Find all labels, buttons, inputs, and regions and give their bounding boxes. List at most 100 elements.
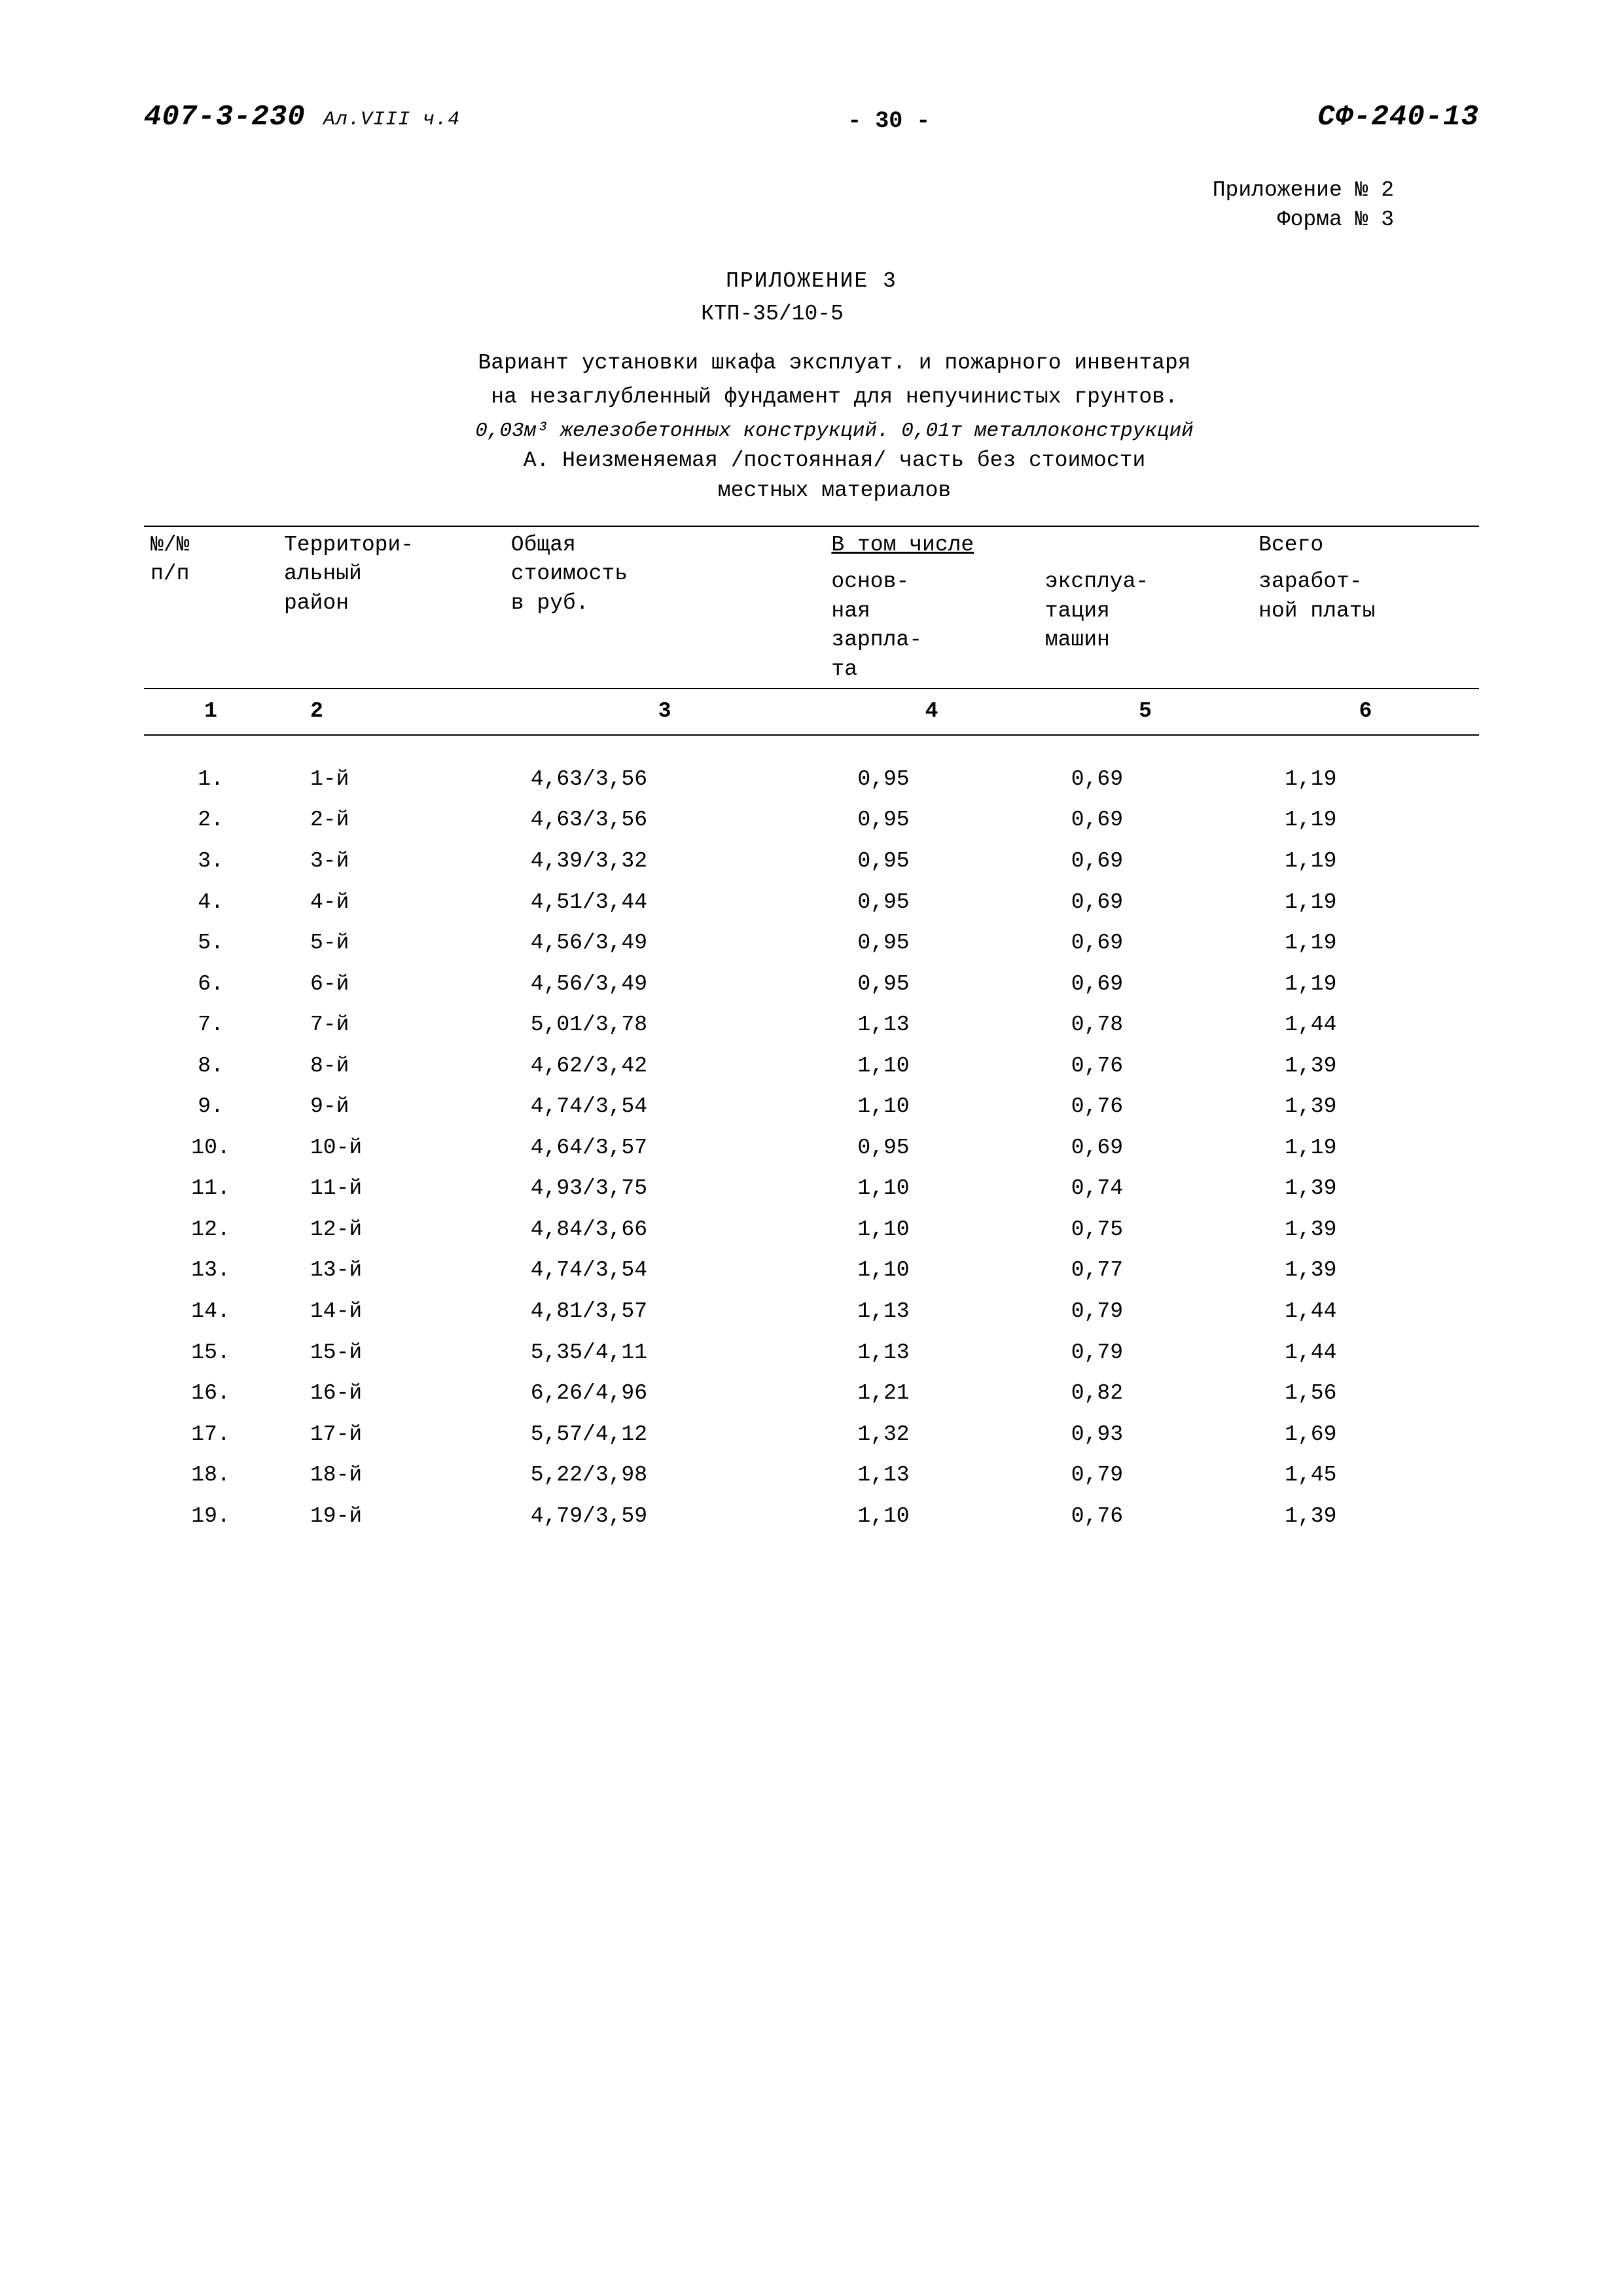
cell-machines: 0,76: [1039, 1086, 1252, 1128]
cell-total: 4,93/3,75: [505, 1168, 825, 1210]
cell-num: 17.: [144, 1414, 277, 1456]
description-line4: А. Неизменяемая /постоянная/ часть без с…: [209, 446, 1459, 476]
col-header-6-top: Всего: [1252, 526, 1479, 564]
cell-wages: 1,19: [1252, 841, 1479, 882]
cell-salary: 1,10: [825, 1086, 1038, 1128]
cell-total: 4,63/3,56: [505, 759, 825, 800]
doc-subcode: Ал.VIII ч.4: [323, 109, 460, 131]
cell-total: 5,57/4,12: [505, 1414, 825, 1456]
cell-num: 9.: [144, 1086, 277, 1128]
cell-total: 4,62/3,42: [505, 1046, 825, 1087]
cell-total: 5,01/3,78: [505, 1005, 825, 1046]
cell-total: 4,56/3,49: [505, 964, 825, 1005]
cell-total: 4,63/3,56: [505, 800, 825, 841]
cell-wages: 1,45: [1252, 1455, 1479, 1496]
cell-machines: 0,75: [1039, 1210, 1252, 1251]
col-header-2: Территори- альный район: [277, 526, 505, 689]
cell-num: 8.: [144, 1046, 277, 1087]
cell-num: 12.: [144, 1210, 277, 1251]
description-line3: 0,03м³ железобетонных конструкций. 0,01т…: [209, 418, 1459, 445]
cell-wages: 1,19: [1252, 800, 1479, 841]
cell-region: 18-й: [277, 1455, 505, 1496]
cell-salary: 0,95: [825, 759, 1038, 800]
cell-salary: 1,10: [825, 1496, 1038, 1537]
cell-region: 13-й: [277, 1250, 505, 1291]
cell-num: 1.: [144, 759, 277, 800]
cell-machines: 0,93: [1039, 1414, 1252, 1456]
cell-num: 5.: [144, 923, 277, 964]
table-row: 14.14-й4,81/3,571,130,791,44: [144, 1291, 1479, 1333]
table-row: 18.18-й5,22/3,981,130,791,45: [144, 1455, 1479, 1496]
cell-region: 5-й: [277, 923, 505, 964]
cell-salary: 0,95: [825, 1128, 1038, 1169]
table-row: 9.9-й4,74/3,541,100,761,39: [144, 1086, 1479, 1128]
table-container: №/№ п/п Территори- альный район Общая ст…: [144, 526, 1479, 1537]
cell-num: 13.: [144, 1250, 277, 1291]
cell-wages: 1,44: [1252, 1005, 1479, 1046]
cell-machines: 0,79: [1039, 1333, 1252, 1374]
cell-total: 4,81/3,57: [505, 1291, 825, 1333]
cell-salary: 1,10: [825, 1250, 1038, 1291]
column-number-row: 1 2 3 4 5 6: [144, 689, 1479, 735]
table-row: 10.10-й4,64/3,570,950,691,19: [144, 1128, 1479, 1169]
main-heading: ПРИЛОЖЕНИЕ 3: [144, 267, 1479, 296]
cell-num: 14.: [144, 1291, 277, 1333]
cell-total: 4,74/3,54: [505, 1086, 825, 1128]
doc-code: 407-3-230: [144, 101, 306, 134]
cell-wages: 1,39: [1252, 1046, 1479, 1087]
cell-region: 12-й: [277, 1210, 505, 1251]
ktp-code: КТП-35/10-5: [65, 300, 1479, 329]
cell-total: 4,56/3,49: [505, 923, 825, 964]
table-row: 11.11-й4,93/3,751,100,741,39: [144, 1168, 1479, 1210]
description-line2: на незаглубленный фундамент для непучини…: [209, 383, 1459, 412]
cell-num: 6.: [144, 964, 277, 1005]
cell-wages: 1,56: [1252, 1373, 1479, 1414]
cell-num: 16.: [144, 1373, 277, 1414]
cell-salary: 0,95: [825, 800, 1038, 841]
cell-salary: 0,95: [825, 882, 1038, 924]
cell-region: 2-й: [277, 800, 505, 841]
cell-machines: 0,69: [1039, 1128, 1252, 1169]
cell-region: 7-й: [277, 1005, 505, 1046]
cell-salary: 1,10: [825, 1210, 1038, 1251]
cell-salary: 1,32: [825, 1414, 1038, 1456]
col-header-group: В том числе: [825, 526, 1252, 564]
cell-region: 17-й: [277, 1414, 505, 1456]
cell-machines: 0,69: [1039, 923, 1252, 964]
cell-machines: 0,79: [1039, 1455, 1252, 1496]
cell-region: 19-й: [277, 1496, 505, 1537]
cell-region: 11-й: [277, 1168, 505, 1210]
col-header-4: основ- ная зарпла- та: [825, 564, 1038, 689]
table-row: 6.6-й4,56/3,490,950,691,19: [144, 964, 1479, 1005]
table-row: 15.15-й5,35/4,111,130,791,44: [144, 1333, 1479, 1374]
cell-wages: 1,39: [1252, 1210, 1479, 1251]
cell-salary: 1,21: [825, 1373, 1038, 1414]
table-row: 12.12-й4,84/3,661,100,751,39: [144, 1210, 1479, 1251]
cell-machines: 0,69: [1039, 800, 1252, 841]
cell-region: 14-й: [277, 1291, 505, 1333]
page-number: - 30 -: [847, 106, 930, 137]
cell-machines: 0,69: [1039, 964, 1252, 1005]
cell-machines: 0,69: [1039, 882, 1252, 924]
table-row: 3.3-й4,39/3,320,950,691,19: [144, 841, 1479, 882]
cell-salary: 1,13: [825, 1333, 1038, 1374]
table-row: 4.4-й4,51/3,440,950,691,19: [144, 882, 1479, 924]
table-header-row: №/№ п/п Территори- альный район Общая ст…: [144, 526, 1479, 564]
cell-machines: 0,77: [1039, 1250, 1252, 1291]
cell-total: 5,22/3,98: [505, 1455, 825, 1496]
cell-wages: 1,44: [1252, 1291, 1479, 1333]
colnum-6: 6: [1252, 689, 1479, 735]
cell-wages: 1,44: [1252, 1333, 1479, 1374]
cell-machines: 0,76: [1039, 1046, 1252, 1087]
cell-wages: 1,39: [1252, 1086, 1479, 1128]
cell-salary: 0,95: [825, 964, 1038, 1005]
appendix-line2: Форма № 3: [144, 206, 1394, 235]
cell-machines: 0,69: [1039, 841, 1252, 882]
cell-total: 6,26/4,96: [505, 1373, 825, 1414]
cell-salary: 1,10: [825, 1046, 1038, 1087]
cell-total: 4,84/3,66: [505, 1210, 825, 1251]
description-line5: местных материалов: [209, 476, 1459, 506]
appendix-block: Приложение № 2 Форма № 3: [144, 176, 1394, 234]
cell-region: 9-й: [277, 1086, 505, 1128]
cell-wages: 1,39: [1252, 1250, 1479, 1291]
